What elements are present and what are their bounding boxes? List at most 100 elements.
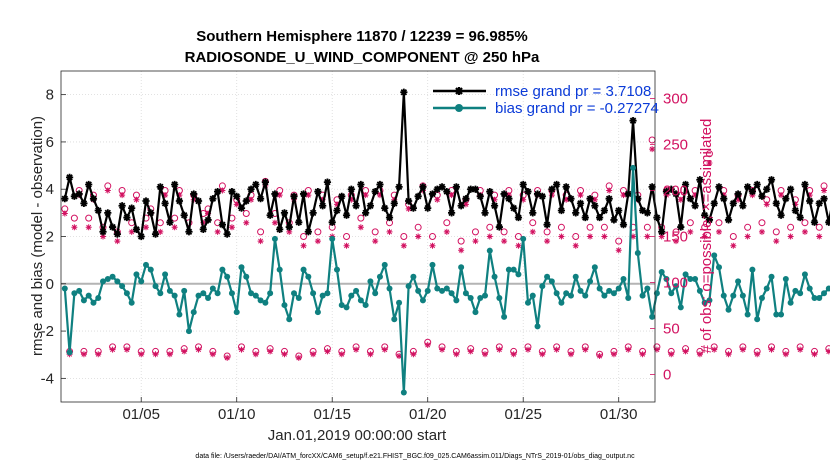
rmse-point (763, 185, 771, 193)
bias-point (529, 292, 536, 299)
rmse-point (323, 178, 332, 186)
assimilated-obs-marker (119, 192, 126, 199)
assimilated-obs-marker (252, 351, 259, 358)
rmse-point (237, 204, 246, 212)
bias-point (587, 278, 594, 285)
bias-point (577, 287, 584, 294)
bias-point (90, 299, 97, 306)
bias-point (482, 292, 489, 299)
assimilated-obs-marker (281, 351, 288, 358)
rmse-point (414, 192, 422, 200)
assimilated-obs-marker (510, 351, 517, 358)
assimilated-obs-marker (319, 196, 326, 203)
bias-point (147, 266, 154, 273)
possible-obs-marker (471, 228, 479, 236)
bias-point (496, 294, 503, 301)
rmse-point (151, 230, 160, 238)
rmse-point (667, 185, 675, 193)
rmse-point (280, 209, 289, 217)
rmse-point (261, 178, 269, 186)
possible-obs-marker (600, 223, 608, 231)
bias-point (510, 266, 517, 273)
assimilated-obs-marker (711, 346, 718, 353)
bias-point (663, 276, 670, 283)
bias-point (730, 292, 737, 299)
bias-point (668, 290, 675, 297)
rmse-point (505, 195, 513, 203)
y2-tick-label: 0 (663, 366, 671, 383)
bias-point (61, 285, 68, 292)
rmse-point (89, 195, 98, 203)
possible-obs-marker (314, 228, 322, 236)
bias-point (362, 302, 369, 309)
bias-point (305, 273, 312, 280)
assimilated-obs-marker (625, 346, 632, 353)
rmse-point (94, 206, 102, 215)
y-tick-label: 8 (46, 87, 54, 104)
rmse-point (758, 192, 766, 200)
y2-tick-label: 200 (663, 183, 688, 200)
rmse-point (457, 202, 465, 210)
assimilated-obs-marker (133, 196, 140, 203)
bias-point (133, 271, 140, 278)
assimilated-obs-marker (195, 346, 202, 353)
bias-point (348, 292, 355, 299)
rmse-point (519, 180, 527, 189)
rmse-point (476, 192, 484, 200)
rmse-point (529, 209, 537, 217)
rmse-point (619, 221, 628, 229)
bias-point (248, 290, 255, 297)
rmse-point (233, 192, 241, 200)
assimilated-obs-marker (248, 196, 255, 203)
bias-point (620, 276, 627, 283)
bias-point (85, 292, 92, 299)
bias-point (319, 292, 326, 299)
rmse-point (701, 211, 709, 219)
rmse-point (724, 216, 733, 224)
bias-point (343, 304, 350, 311)
assimilated-obs-marker (701, 233, 708, 240)
bias-point (462, 290, 469, 297)
rmse-point (357, 180, 365, 189)
bias-point (491, 273, 498, 280)
possible-obs-marker (815, 223, 823, 231)
assimilated-obs-marker (257, 238, 264, 245)
possible-obs-marker (543, 228, 551, 236)
rmse-point (572, 209, 580, 217)
rmse-point (104, 209, 112, 217)
assimilated-obs-marker (109, 346, 116, 353)
assimilated-obs-marker (763, 201, 770, 208)
rmse-point (514, 213, 523, 222)
assimilated-obs-marker (658, 233, 665, 240)
y-axis-label: rmse and bias (model - observation) (29, 116, 46, 356)
bias-point (353, 287, 360, 294)
rmse-point (266, 211, 274, 219)
rmse-point (75, 190, 83, 198)
bias-point (205, 294, 212, 301)
bias-point (501, 313, 508, 320)
rmse-point (748, 187, 757, 196)
assimilated-obs-marker (453, 351, 460, 358)
legend: rmse grand pr = 3.7108 bias grand pr = -… (433, 83, 659, 117)
assimilated-obs-marker (524, 346, 531, 353)
bias-point (477, 294, 484, 301)
rmse-point (419, 183, 427, 191)
series-bias (61, 164, 830, 396)
bias-point (252, 292, 259, 299)
y2-tick-label: 100 (663, 274, 688, 291)
bias-point (66, 349, 73, 356)
assimilated-obs-marker (825, 348, 830, 355)
bias-point (725, 306, 732, 313)
assimilated-obs-marker (429, 242, 436, 249)
assimilated-obs-marker (324, 348, 331, 355)
bias-point (405, 283, 412, 290)
bias-point (138, 278, 145, 285)
rmse-point (376, 180, 384, 189)
assimilated-obs-marker (610, 351, 617, 358)
assimilated-obs-marker (348, 196, 355, 203)
assimilated-obs-marker (267, 348, 274, 355)
rmse-point (199, 225, 207, 234)
assimilated-obs-marker (644, 233, 651, 240)
bias-point (825, 285, 830, 292)
assimilated-obs-marker (630, 233, 637, 240)
